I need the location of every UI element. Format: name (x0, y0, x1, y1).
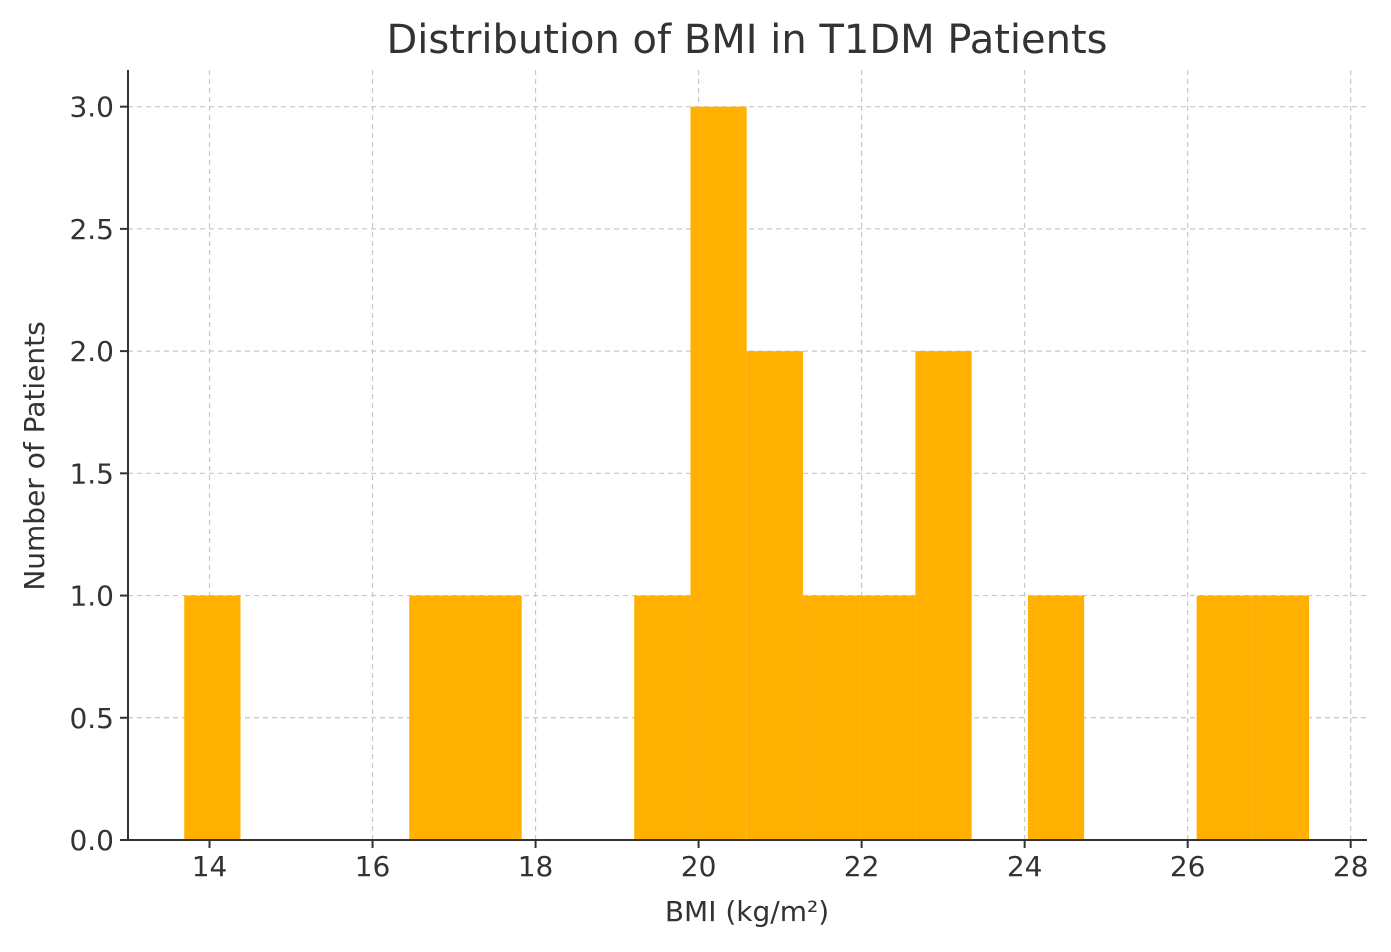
histogram-bar (859, 595, 916, 840)
y-tick-label: 0.0 (69, 824, 114, 857)
histogram-bar (1027, 595, 1085, 840)
bars-layer (184, 106, 1310, 840)
histogram-bar (802, 595, 860, 840)
y-tick-label: 1.0 (69, 580, 114, 613)
histogram-bar (1252, 595, 1310, 840)
y-tick-label: 0.5 (69, 702, 114, 735)
histogram-bar (409, 595, 466, 840)
x-tick-label: 16 (355, 850, 391, 883)
x-tick-label: 20 (681, 850, 717, 883)
x-axis-label: BMI (kg/m²) (665, 895, 829, 928)
y-tick-label: 2.5 (69, 213, 114, 246)
histogram-bar (465, 595, 522, 840)
x-tick-label: 14 (192, 850, 228, 883)
histogram-bar (1196, 595, 1253, 840)
histogram-bar (746, 351, 803, 840)
histogram-bar (915, 351, 972, 840)
y-tick-label: 3.0 (69, 91, 114, 124)
axes-layer (127, 70, 1367, 841)
histogram-bar (690, 106, 747, 840)
x-tick-label: 28 (1333, 850, 1369, 883)
histogram-bar (634, 595, 691, 840)
y-axis-label: Number of Patients (18, 321, 51, 590)
y-tick-label: 2.0 (69, 335, 114, 368)
x-tick-label: 22 (844, 850, 880, 883)
x-tick-label: 26 (1170, 850, 1206, 883)
y-tick-label: 1.5 (69, 457, 114, 490)
chart-title: Distribution of BMI in T1DM Patients (386, 17, 1107, 63)
histogram-bar (184, 595, 241, 840)
x-tick-label: 18 (518, 850, 554, 883)
ticks-layer: 14 16 18 20 22 24 26 28 0.0 0.5 1.0 1.5 2.0 2.5 3.0 (69, 91, 1368, 883)
x-tick-label: 24 (1007, 850, 1043, 883)
